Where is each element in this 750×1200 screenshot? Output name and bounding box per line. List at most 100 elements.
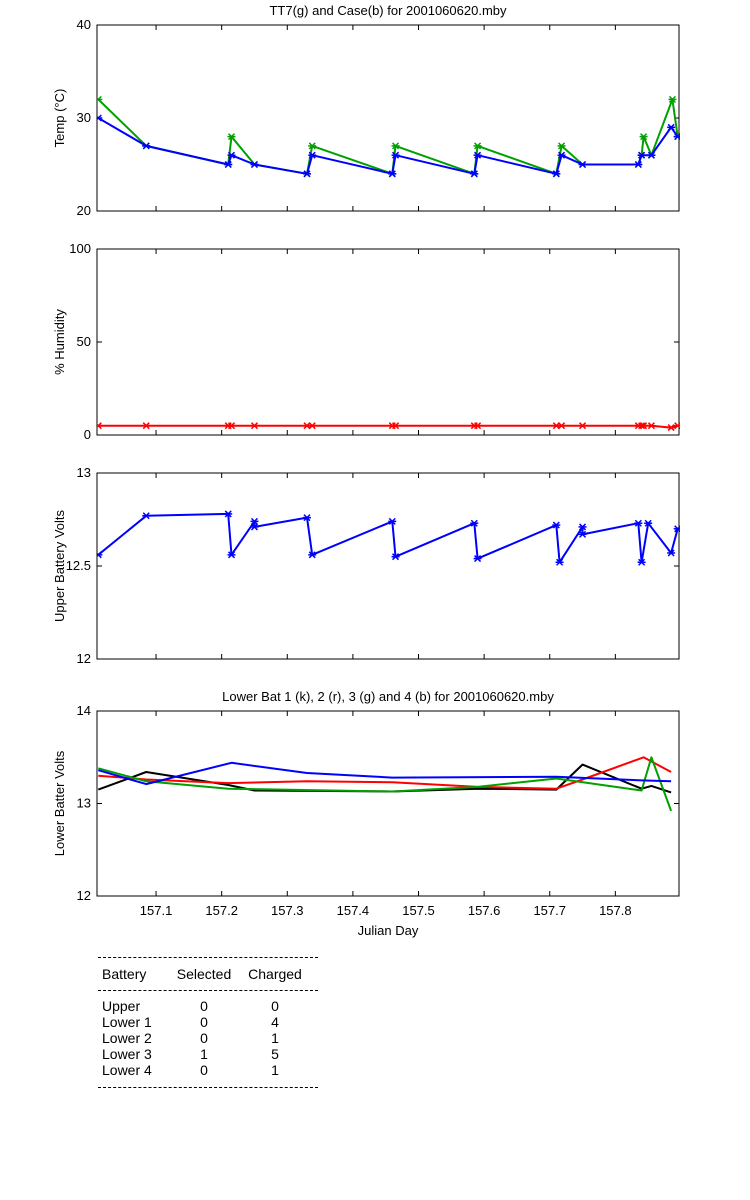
data-point xyxy=(578,530,587,538)
data-point xyxy=(250,160,259,169)
data-point xyxy=(557,422,566,430)
series-line-case xyxy=(97,117,679,175)
data-point xyxy=(552,521,561,529)
data-point xyxy=(250,517,259,525)
series-group xyxy=(97,756,673,812)
y-tick-label: 0 xyxy=(84,427,91,442)
table-body: Upper 0 0 Lower 1 0 4 Lower 2 0 1 Lower … xyxy=(98,991,318,1087)
cell-selected: 0 xyxy=(200,1014,208,1030)
data-point xyxy=(473,142,482,150)
table-row: Lower 3 1 5 xyxy=(98,1046,318,1062)
chart-panel-4: 12 13 14 157.1 157.2 157.3 157.4 157.5 157.6 157.… xyxy=(52,689,680,938)
y-axis-label: Upper Battery Volts xyxy=(52,510,67,622)
data-point xyxy=(391,151,400,159)
data-point xyxy=(308,151,317,159)
y-tick-label: 14 xyxy=(77,703,91,718)
data-point xyxy=(97,551,103,559)
header-charged: Charged xyxy=(248,966,302,982)
cell-selected: 0 xyxy=(200,1030,208,1046)
data-point xyxy=(667,123,676,131)
y-tick-label: 12.5 xyxy=(66,558,91,573)
plot-frame xyxy=(96,710,680,897)
data-point xyxy=(673,422,680,430)
chart-panel-2: 0 50 100 % Humidity xyxy=(52,241,680,442)
plots-figure: 20 30 40 TT7(g) and Case(b) for 2001060620.… xyxy=(52,3,680,938)
table-row: Lower 4 0 1 xyxy=(98,1062,318,1078)
data-point xyxy=(308,422,317,430)
data-point xyxy=(639,422,648,430)
series-line-humidity xyxy=(98,424,678,429)
data-point xyxy=(250,523,259,531)
series-line-1 xyxy=(97,763,672,794)
y-tick-label: 12 xyxy=(77,888,91,903)
data-point xyxy=(557,151,566,159)
cell-battery: Lower 4 xyxy=(102,1062,152,1078)
data-point xyxy=(97,114,103,122)
y-tick-label: 100 xyxy=(69,241,91,256)
chart-panel-3: 12 12.5 13 Upper Battery Volts xyxy=(52,465,680,666)
data-point xyxy=(637,151,646,159)
cell-charged: 4 xyxy=(271,1014,279,1030)
data-point xyxy=(647,422,656,430)
data-point xyxy=(224,160,233,169)
y-axis-label: % Humidity xyxy=(52,309,67,375)
data-point xyxy=(673,525,680,533)
series-line-tt7 xyxy=(97,98,679,175)
data-point xyxy=(647,151,656,159)
table-row: Upper 0 0 xyxy=(98,998,318,1014)
data-point xyxy=(578,422,587,430)
battery-summary-table: Battery Selected Charged Upper 0 0 Lower… xyxy=(98,957,318,1088)
data-point xyxy=(637,558,646,566)
x-tick-label: 157.8 xyxy=(599,903,632,918)
data-point xyxy=(308,551,317,559)
table-row: Lower 1 0 4 xyxy=(98,1014,318,1030)
cell-selected: 0 xyxy=(200,998,208,1014)
data-point xyxy=(470,170,479,178)
plot-frame xyxy=(96,472,680,660)
data-point xyxy=(555,558,564,566)
table-rule-middle xyxy=(98,990,318,991)
data-point xyxy=(644,519,653,527)
data-point xyxy=(388,170,397,178)
series-group xyxy=(97,95,680,178)
data-point xyxy=(578,160,587,169)
data-point xyxy=(227,151,236,159)
data-point xyxy=(142,512,151,520)
data-point xyxy=(552,170,561,178)
table-header-row: Battery Selected Charged xyxy=(98,958,318,990)
x-tick-label: 157.4 xyxy=(337,903,370,918)
table-rule-bottom xyxy=(98,1087,318,1088)
x-tick-label: 157.5 xyxy=(402,903,435,918)
data-point xyxy=(639,133,648,141)
chart-title: TT7(g) and Case(b) for 2001060620.mby xyxy=(269,3,507,18)
cell-battery: Lower 2 xyxy=(102,1030,152,1046)
table-rule-top xyxy=(98,957,318,958)
series-group xyxy=(97,422,680,432)
data-point xyxy=(308,142,317,150)
data-point xyxy=(668,95,677,103)
data-point xyxy=(391,142,400,150)
data-point xyxy=(667,549,676,557)
header-selected: Selected xyxy=(176,966,232,982)
chart-panel-1: 20 30 40 TT7(g) and Case(b) for 2001060620.… xyxy=(52,3,680,218)
y-tick-label: 20 xyxy=(77,203,91,218)
cell-charged: 5 xyxy=(271,1046,279,1062)
x-tick-label: 157.6 xyxy=(468,903,501,918)
data-point xyxy=(578,523,587,531)
table-row: Lower 2 0 1 xyxy=(98,1030,318,1046)
data-point xyxy=(142,142,151,150)
y-axis-label: Temp (°C) xyxy=(52,89,67,148)
plot-frame xyxy=(96,24,680,212)
data-point xyxy=(302,170,311,178)
cell-selected: 1 xyxy=(200,1046,208,1062)
data-point xyxy=(634,519,643,527)
y-tick-label: 13 xyxy=(77,796,91,811)
series-line-2 xyxy=(98,756,672,790)
y-tick-label: 40 xyxy=(77,17,91,32)
data-point xyxy=(97,422,103,430)
x-tick-label: 157.7 xyxy=(533,903,566,918)
series-group xyxy=(97,510,680,566)
x-tick-label: 157.2 xyxy=(205,903,238,918)
data-point xyxy=(391,553,400,561)
y-tick-label: 12 xyxy=(77,651,91,666)
